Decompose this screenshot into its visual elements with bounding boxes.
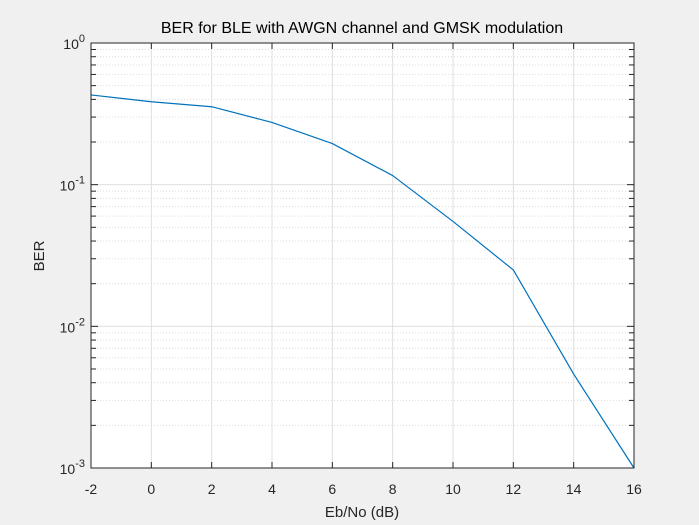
x-tick-label: 12 <box>506 481 522 497</box>
x-tick-label: 14 <box>566 481 582 497</box>
y-tick-label: 10-1 <box>60 175 85 194</box>
y-tick-label: 100 <box>63 33 85 52</box>
plot-area <box>91 43 634 468</box>
x-tick-label: -2 <box>85 481 98 497</box>
tick-marks <box>90 42 635 469</box>
x-tick-label: 8 <box>389 481 397 497</box>
x-tick-label: 10 <box>445 481 461 497</box>
x-tick-label: 0 <box>147 481 155 497</box>
plot-frame <box>90 42 635 469</box>
x-axis-label: Eb/No (dB) <box>325 504 399 521</box>
y-tick-labels: 10-3 10-2 10-1 100 <box>60 33 85 477</box>
x-tick-label: 4 <box>268 481 276 497</box>
x-tick-label: 6 <box>328 481 336 497</box>
ber-series-line <box>90 94 635 469</box>
y-axis-label: BER <box>31 240 48 271</box>
series-layer <box>90 94 635 469</box>
x-tick-labels: -2 0 2 4 6 8 10 12 14 16 <box>85 481 642 497</box>
chart-title: BER for BLE with AWGN channel and GMSK m… <box>161 20 563 37</box>
minor-grid <box>91 48 634 426</box>
y-tick-label: 10-3 <box>60 458 85 477</box>
y-tick-label: 10-2 <box>60 316 85 335</box>
x-tick-label: 2 <box>208 481 216 497</box>
x-tick-label: 16 <box>626 481 642 497</box>
